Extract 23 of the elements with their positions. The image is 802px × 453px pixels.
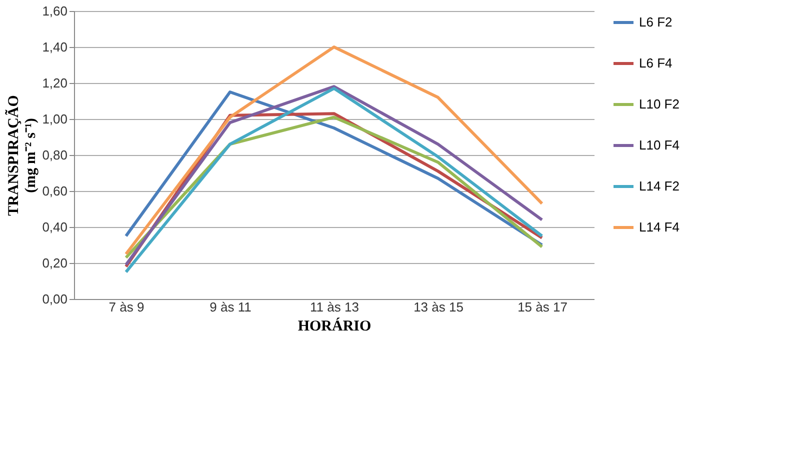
x-tick-label: 13 às 15 bbox=[414, 300, 464, 314]
x-tick-label: 15 às 17 bbox=[518, 300, 568, 314]
y-tick-label: 0,00 bbox=[42, 292, 68, 306]
y-tick-label: 0,20 bbox=[42, 256, 68, 270]
y-tick-label: 1,40 bbox=[42, 40, 68, 54]
legend-label: L14 F2 bbox=[639, 178, 680, 194]
x-tick-label: 7 às 9 bbox=[108, 300, 144, 314]
y-tick-label: 1,60 bbox=[42, 4, 68, 18]
x-tick-label: 11 às 13 bbox=[310, 300, 359, 314]
legend-label: L6 F2 bbox=[639, 14, 672, 30]
x-axis-title: HORÁRIO bbox=[298, 318, 372, 334]
x-tick-label: 9 às 11 bbox=[210, 300, 252, 314]
y-tick-label: 1,20 bbox=[42, 76, 68, 90]
legend-label: L10 F4 bbox=[639, 138, 680, 152]
y-axis-title: TRANSPIRAÇÃO (mg m⁻² s⁻¹) bbox=[5, 95, 40, 216]
y-tick-label: 1,00 bbox=[42, 112, 68, 126]
legend-label: L14 F4 bbox=[639, 220, 680, 234]
line-series bbox=[124, 46, 544, 256]
y-tick-label: 0,80 bbox=[42, 148, 68, 162]
y-tick-label: 0,40 bbox=[42, 220, 68, 234]
legend-label: L10 F2 bbox=[639, 96, 680, 112]
y-tick-label: 0,60 bbox=[42, 184, 68, 198]
legend-label: L6 F4 bbox=[639, 56, 672, 70]
